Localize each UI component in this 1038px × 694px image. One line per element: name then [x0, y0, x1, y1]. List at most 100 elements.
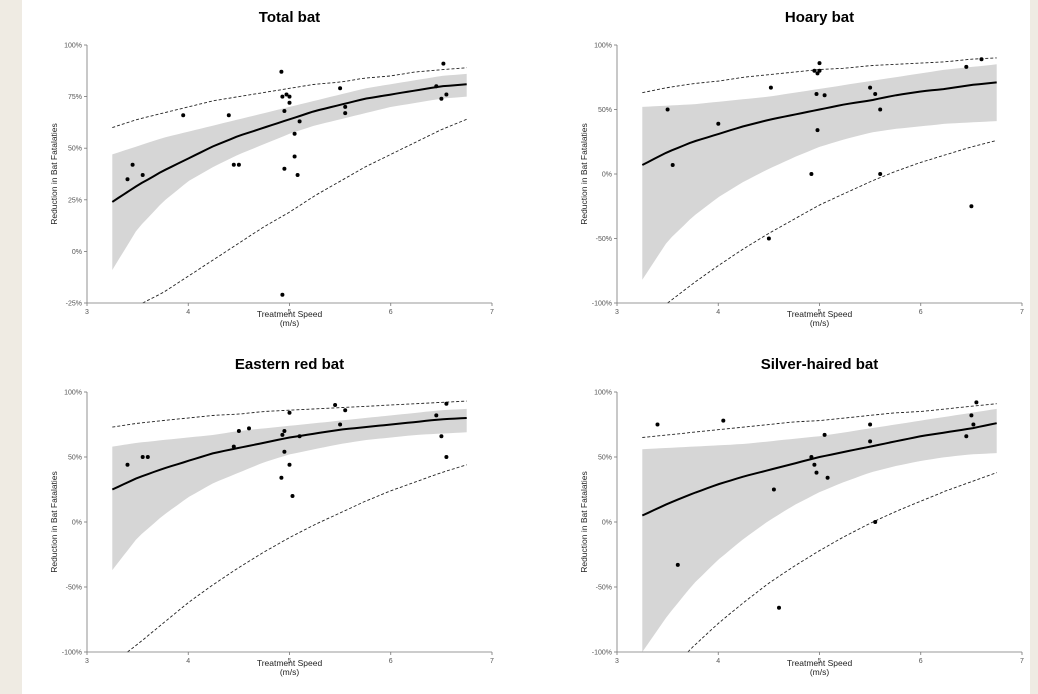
confidence-band — [642, 64, 997, 280]
data-point — [279, 69, 284, 74]
data-point — [974, 400, 979, 405]
x-axis-label: Treatment Speed — [257, 658, 323, 668]
data-point — [282, 429, 287, 433]
data-point — [873, 92, 878, 96]
x-tick-label: 6 — [389, 658, 393, 665]
data-point — [181, 113, 186, 118]
x-tick-label: 7 — [1020, 658, 1024, 665]
data-point — [434, 413, 439, 418]
y-tick-label: -100% — [592, 301, 612, 308]
x-tick-label: 5 — [288, 658, 292, 665]
data-point — [295, 173, 300, 177]
data-point — [809, 172, 814, 176]
chart-svg: Eastern red bat -100% -50% 0% 50% 100% 3 4 5 6 7 Tr… — [49, 356, 494, 677]
data-point — [280, 292, 285, 297]
x-axis-unit: (m/s) — [280, 667, 300, 677]
x-axis-label: Treatment Speed — [787, 658, 853, 668]
fit-line — [641, 422, 997, 517]
x-tick-label: 3 — [615, 658, 619, 665]
fit-line — [111, 83, 467, 203]
data-point — [333, 403, 338, 407]
data-point — [287, 100, 292, 105]
data-point — [675, 562, 680, 567]
data-point — [297, 434, 302, 439]
figure: Total bat -25% 0% 25% 50% 75% 100% 3 4 5 6 7 Treatme… — [22, 0, 1030, 694]
y-tick-label: 100% — [64, 390, 82, 397]
data-point — [814, 92, 819, 96]
x-tick-label: 7 — [490, 658, 494, 665]
data-point — [338, 422, 343, 427]
data-point — [231, 162, 236, 167]
chart-hoary-bat: Hoary bat -100% -50% 0% 50% 100% 3 4 5 6 7 Treatmen… — [562, 0, 1032, 345]
data-point — [771, 487, 776, 492]
y-tick-label: -100% — [62, 650, 82, 657]
y-tick-label: -50% — [596, 236, 612, 243]
y-tick-label: 50% — [68, 146, 82, 153]
data-point — [766, 236, 771, 241]
data-point — [279, 475, 284, 480]
data-point — [825, 475, 830, 480]
x-tick-label: 5 — [288, 309, 292, 316]
y-axis-label: Reduction in Bat Fatalaties — [579, 471, 589, 573]
data-point — [439, 434, 444, 439]
data-point — [439, 96, 444, 101]
fit-line — [641, 81, 997, 166]
data-point — [441, 61, 446, 66]
data-point — [721, 418, 726, 423]
data-point — [130, 162, 135, 167]
data-point — [236, 429, 241, 433]
chart-title: Silver-haired bat — [761, 356, 879, 373]
prediction-upper-line — [642, 57, 997, 94]
x-tick-label: 5 — [818, 658, 822, 665]
x-tick-label: 6 — [919, 309, 923, 316]
data-point — [343, 408, 348, 413]
data-point — [145, 455, 150, 459]
data-point — [297, 119, 302, 124]
y-tick-label: -25% — [66, 301, 82, 308]
x-tick-label: 3 — [85, 658, 89, 665]
data-point — [287, 462, 292, 467]
data-point — [282, 166, 287, 171]
y-axis-label: Reduction in Bat Fatalaties — [49, 471, 59, 573]
x-tick-label: 3 — [85, 309, 89, 316]
data-point — [964, 434, 969, 439]
data-point — [444, 92, 449, 97]
chart-total-bat: Total bat -25% 0% 25% 50% 75% 100% 3 4 5 6 7 Treatme… — [32, 0, 502, 345]
x-tick-label: 4 — [716, 658, 720, 665]
y-tick-label: 50% — [598, 107, 612, 114]
data-point — [247, 426, 251, 431]
y-tick-label: 0% — [602, 520, 612, 527]
data-point — [670, 163, 675, 167]
y-tick-label: 100% — [594, 390, 612, 397]
x-tick-label: 5 — [818, 309, 822, 316]
y-tick-label: 100% — [64, 43, 82, 50]
data-point — [338, 86, 343, 91]
chart-silver-haired-bat: Silver-haired bat -100% -50% 0% 50% 100% 3 4 5 6 7… — [562, 347, 1032, 694]
data-point — [822, 93, 827, 98]
x-tick-label: 7 — [490, 309, 494, 316]
x-axis-unit: (m/s) — [810, 667, 830, 677]
data-point — [282, 109, 287, 113]
chart-svg: Total bat -25% 0% 25% 50% 75% 100% 3 4 5 6 7 Treatme… — [49, 9, 494, 328]
x-axis-unit: (m/s) — [810, 318, 830, 328]
chart-title: Total bat — [259, 9, 320, 26]
x-axis-unit: (m/s) — [280, 318, 300, 328]
data-point — [287, 94, 292, 99]
data-point — [444, 401, 449, 406]
data-point — [280, 94, 285, 99]
y-tick-label: 25% — [68, 197, 82, 204]
data-point — [971, 422, 976, 427]
data-point — [868, 422, 873, 427]
data-point — [655, 422, 660, 427]
data-point — [343, 104, 348, 109]
y-axis-label: Reduction in Bat Fatalaties — [49, 123, 59, 225]
prediction-upper-line — [642, 403, 997, 438]
x-axis-label: Treatment Speed — [787, 309, 853, 319]
data-point — [812, 462, 817, 467]
data-point — [434, 84, 439, 89]
data-point — [969, 413, 974, 418]
confidence-band — [642, 408, 997, 652]
x-tick-label: 7 — [1020, 309, 1024, 316]
chart-svg: Hoary bat -100% -50% 0% 50% 100% 3 4 5 6 7 Treatmen… — [579, 9, 1024, 328]
y-tick-label: 50% — [598, 455, 612, 462]
